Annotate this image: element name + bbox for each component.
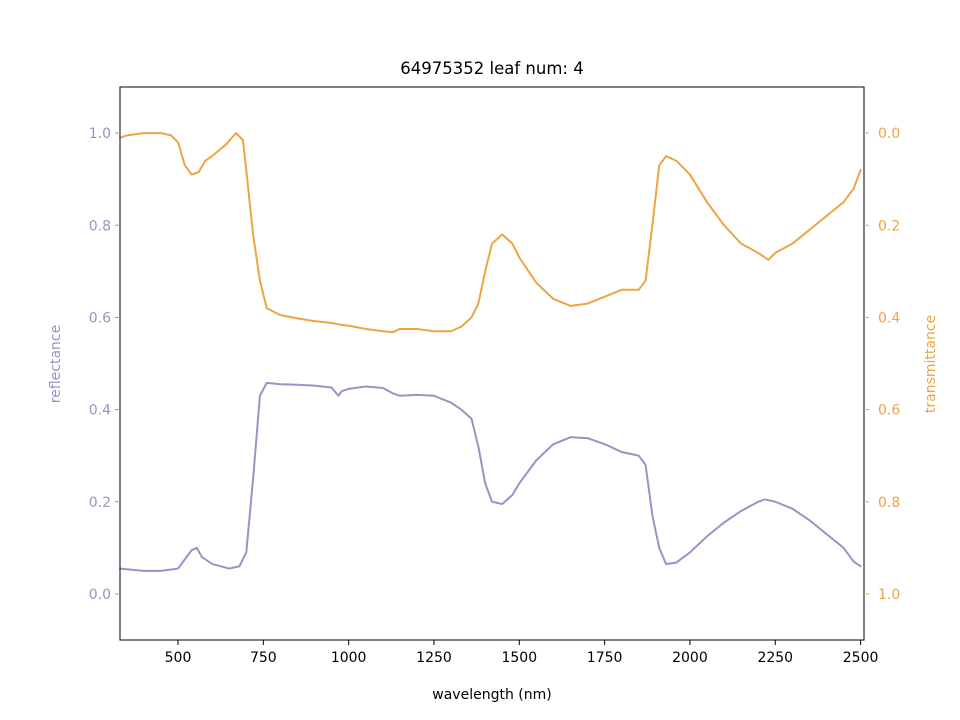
left-tick-label: 0.4: [89, 403, 111, 419]
x-tick-label: 2500: [843, 650, 879, 666]
x-tick-label: 1250: [416, 650, 452, 666]
chart-title: 64975352 leaf num: 4: [400, 59, 583, 78]
axes: 500 750 1000 1250 1500 1750 2000 2250 2500 0.0 0.2…: [89, 86, 900, 666]
right-tick-label: 0.0: [878, 126, 900, 142]
x-tick-label: 1750: [587, 650, 623, 666]
left-tick-label: 0.6: [89, 310, 111, 326]
right-tick-label: 0.6: [878, 403, 900, 419]
left-tick-label: 0.0: [89, 587, 111, 603]
x-tick-label: 750: [250, 650, 277, 666]
left-axis-label: reflectance: [48, 325, 64, 403]
x-tick-label: 2000: [672, 650, 708, 666]
reflectance-series-line: [119, 381, 862, 572]
left-tick-label: 0.2: [89, 495, 111, 511]
transmittance-series-line: [119, 132, 862, 334]
x-axis-label: wavelength (nm): [432, 687, 551, 703]
x-tick-label: 2250: [757, 650, 793, 666]
x-tick-label: 500: [165, 650, 192, 666]
plot-frame: [119, 86, 865, 641]
x-tick-label: 1000: [331, 650, 367, 666]
right-tick-label: 0.2: [878, 218, 900, 234]
right-tick-label: 0.8: [878, 495, 900, 511]
left-tick-label: 0.8: [89, 218, 111, 234]
right-tick-label: 0.4: [878, 310, 900, 326]
right-tick-label: 1.0: [878, 587, 900, 603]
x-tick-label: 1500: [501, 650, 537, 666]
right-axis-label: transmittance: [923, 315, 939, 413]
left-tick-label: 1.0: [89, 126, 111, 142]
plot-area: [119, 132, 862, 572]
